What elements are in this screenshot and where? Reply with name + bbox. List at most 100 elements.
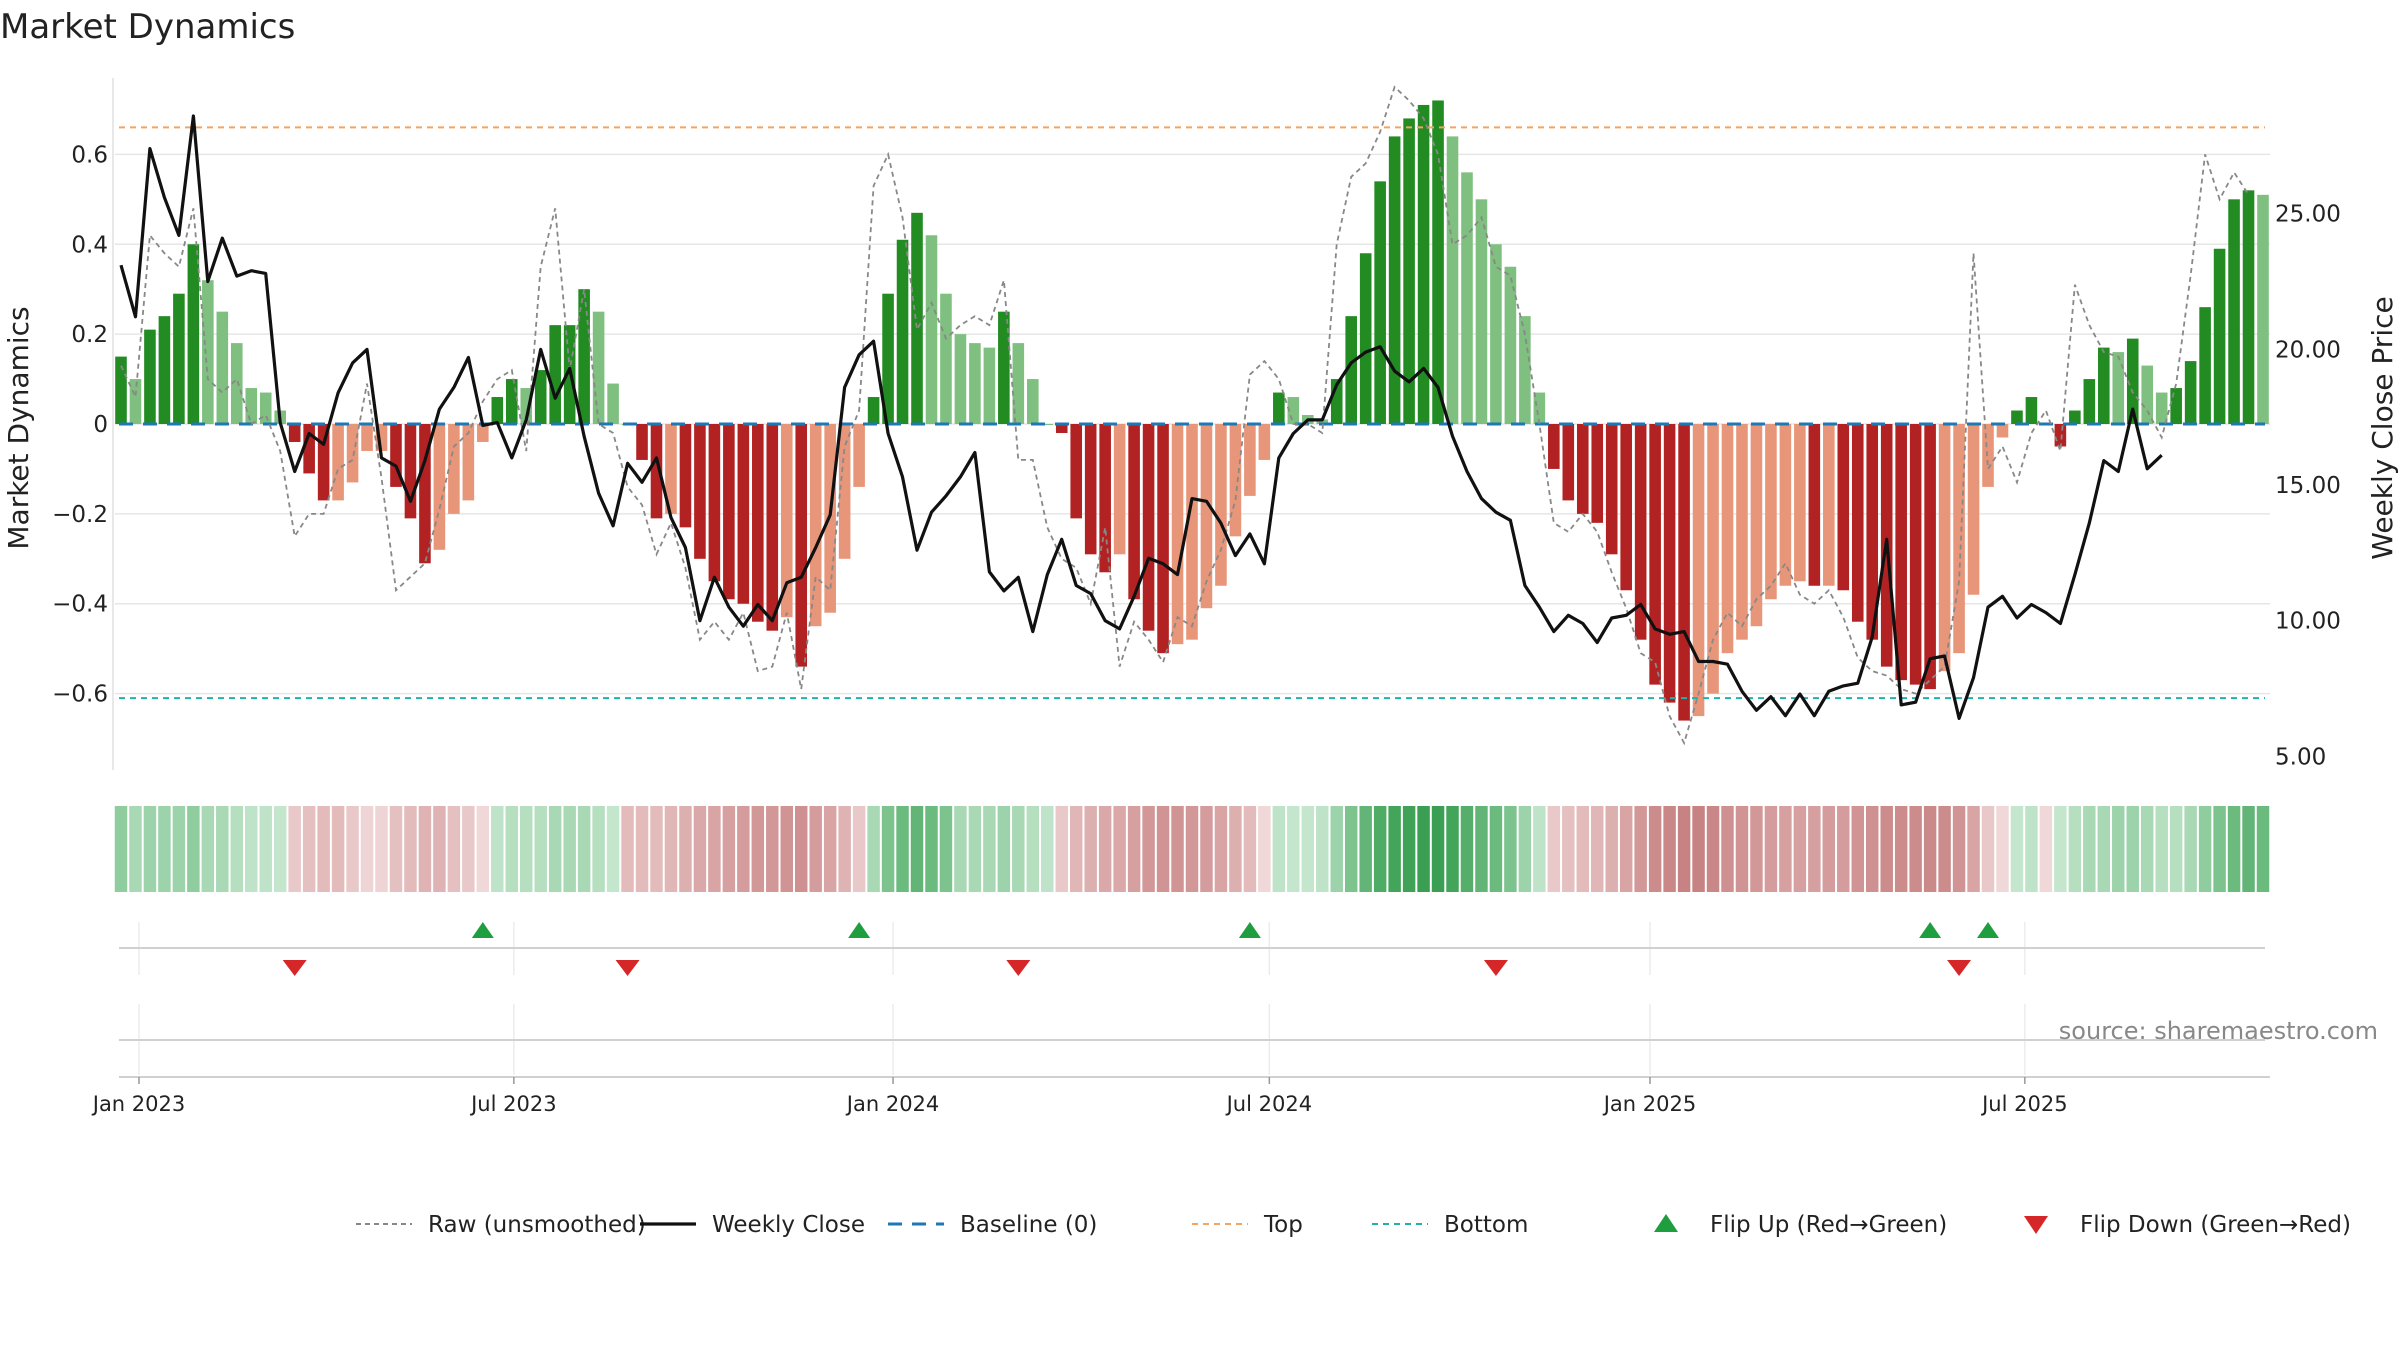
heat-cell — [794, 806, 808, 892]
left-tick-label: −0.6 — [52, 682, 108, 708]
bar — [780, 424, 793, 618]
heat-cell — [2097, 806, 2111, 892]
heat-cell — [505, 806, 519, 892]
bar — [1055, 424, 1068, 433]
bar — [390, 424, 402, 487]
heat-cell — [2112, 806, 2125, 892]
source-credit: source: sharemaestro.com — [2059, 1017, 2378, 1045]
bar — [737, 424, 750, 604]
bar — [1027, 379, 1039, 424]
heat-cell — [1417, 806, 1430, 892]
legend-swatch — [2024, 1216, 2048, 1234]
bar — [2098, 347, 2110, 424]
bar — [1678, 424, 1690, 721]
bar — [419, 424, 431, 564]
heat-cell — [1677, 806, 1691, 892]
bar — [477, 424, 489, 442]
bar — [607, 383, 619, 424]
bar — [925, 235, 938, 424]
bar — [230, 343, 243, 424]
heat-cell — [838, 806, 851, 892]
heat-cell — [1504, 806, 1517, 892]
heat-cell — [1808, 806, 1821, 892]
right-axis-label: Weekly Close Price — [2366, 296, 2399, 559]
heat-cell — [1431, 806, 1445, 892]
legend-label: Bottom — [1444, 1212, 1528, 1238]
bar — [2228, 199, 2240, 424]
heat-cell — [1344, 806, 1358, 892]
heat-cell — [1952, 806, 1966, 892]
heat-cell — [1996, 806, 2009, 892]
flip-down-marker — [1483, 960, 1508, 976]
heat-cell — [1894, 806, 1908, 892]
bar — [1938, 424, 1951, 672]
bar — [1591, 424, 1604, 523]
heat-cell — [577, 806, 591, 892]
bar — [1084, 424, 1097, 555]
legend-label: Raw (unsmoothed) — [428, 1212, 646, 1238]
heat-cell — [302, 806, 316, 892]
bar — [838, 424, 851, 559]
bar — [346, 424, 359, 483]
flip-up-marker — [848, 922, 871, 938]
legend-item-flip_down: Flip Down (Green→Red) — [2024, 1212, 2351, 1238]
price-line — [119, 114, 2163, 721]
bar — [1533, 392, 1546, 424]
heat-cell — [809, 806, 822, 892]
bar — [505, 379, 518, 424]
left-tick-label: −0.2 — [52, 502, 108, 528]
heat-cell — [2054, 806, 2067, 892]
heat-cell — [1316, 806, 1329, 892]
heat-cell — [1533, 806, 1546, 892]
bar — [534, 370, 547, 424]
bar — [1229, 424, 1242, 537]
legend-label: Top — [1263, 1212, 1303, 1238]
bar — [2126, 338, 2139, 424]
bar — [1475, 199, 1488, 424]
legend-item-baseline: Baseline (0) — [888, 1212, 1097, 1238]
heat-cell — [317, 806, 330, 892]
bar — [2011, 410, 2023, 424]
bar — [158, 316, 171, 424]
heat-cell — [129, 806, 142, 892]
bar — [288, 424, 301, 442]
heat-cell — [2198, 806, 2212, 892]
heat-cell — [1142, 806, 1155, 892]
heat-cell — [1605, 806, 1618, 892]
flip-down-marker — [282, 960, 307, 976]
heat-cell — [1648, 806, 1662, 892]
bar — [723, 424, 735, 600]
bar — [1461, 172, 1473, 424]
legend-item-price: Weekly Close — [640, 1212, 865, 1238]
bar — [1924, 424, 1936, 690]
bar — [1171, 424, 1184, 645]
left-tick-label: 0.6 — [71, 142, 108, 168]
bar — [1128, 424, 1140, 600]
heat-cell — [737, 806, 750, 892]
legend-item-raw: Raw (unsmoothed) — [356, 1212, 646, 1238]
bar — [752, 424, 764, 622]
bar — [694, 424, 706, 559]
bar — [1779, 424, 1792, 586]
heat-cell — [606, 806, 620, 892]
heat-cell — [1562, 806, 1575, 892]
heat-cell — [1692, 806, 1705, 892]
bar — [1012, 343, 1025, 424]
bar — [433, 424, 446, 550]
bar — [2083, 379, 2096, 424]
bar — [187, 244, 200, 424]
heat-cell — [273, 806, 287, 892]
left-axis-label: Market Dynamics — [2, 306, 35, 549]
left-tick-label: 0 — [93, 412, 108, 438]
legend-label: Weekly Close — [712, 1212, 865, 1238]
bar — [1794, 424, 1806, 582]
flip-up-marker — [471, 922, 494, 938]
flip-markers-panel — [119, 922, 2270, 1078]
bar — [998, 311, 1010, 424]
bar — [940, 293, 952, 424]
bar — [1316, 419, 1329, 424]
heat-cell — [621, 806, 634, 892]
bar — [303, 424, 315, 474]
bar — [1837, 424, 1850, 591]
